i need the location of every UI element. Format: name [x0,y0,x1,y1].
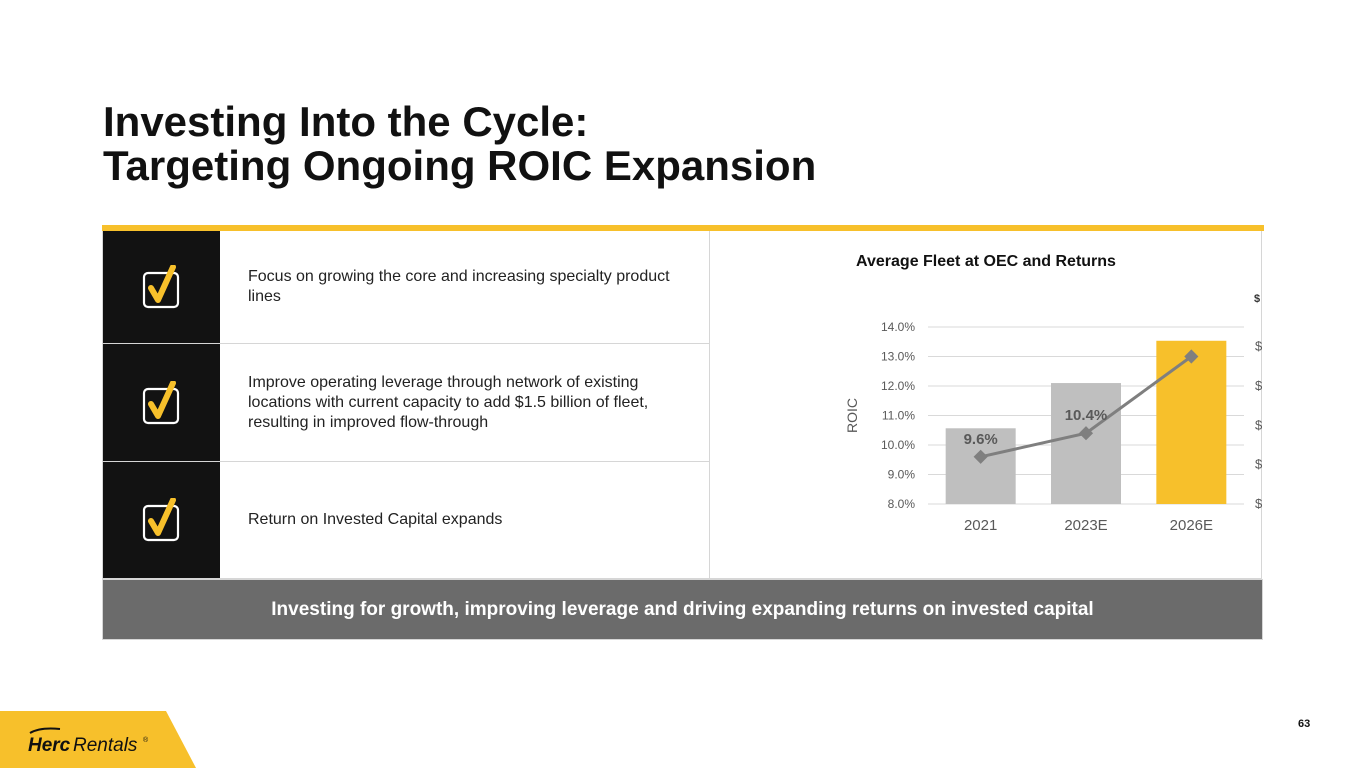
list-item-text: Focus on growing the core and increasing… [248,268,670,305]
x-tick-label: 2021 [964,517,997,534]
footer-banner: Investing for growth, improving leverage… [102,579,1263,640]
x-tick-label: 2023E [1064,517,1107,534]
logo-text-herc: Herc [28,735,71,756]
divider [709,231,710,578]
list-item: Return on Invested Capital expands [103,462,709,578]
accent-bar [102,225,1264,231]
checkbox-check-icon [103,231,220,343]
y-tick-right: $2,000 [1255,457,1262,472]
chart-bar [1051,383,1121,504]
chart-bar [1156,340,1227,504]
chart-bar [945,428,1016,504]
y-tick-left: 13.0% [881,350,915,364]
y-tick-left: 14.0% [881,320,915,334]
list-item-text: Return on Invested Capital expands [248,511,503,528]
y-tick-right: $4,000 [1255,417,1262,432]
y-tick-left: 12.0% [881,379,915,393]
y-tick-left: 9.0% [888,468,916,482]
y-tick-right: $6,000 [1255,378,1262,393]
y-axis-label-left: ROIC [844,398,860,433]
page-title: Investing Into the Cycle: [103,98,589,145]
list-item: Improve operating leverage through netwo… [103,344,709,462]
content-panel: Focus on growing the core and increasing… [102,231,1335,579]
page-number: 63 [1298,718,1311,730]
roic-data-label: 10.4% [1065,407,1108,424]
logo-text-rentals: Rentals [73,735,138,756]
y-tick-left: 11.0% [882,409,915,423]
logo-registered-mark: ® [143,736,149,744]
list-item: Focus on growing the core and increasing… [103,231,709,344]
roic-data-label: 9.6% [964,431,998,448]
x-tick-label: 2026E [1170,517,1213,534]
chart-unit-note: $ in billions [1254,293,1262,305]
y-tick-right: $8,000 [1255,339,1262,354]
chart: Average Fleet at OEC and Returns $ in bil… [844,253,1335,534]
y-tick-right: $0 [1255,496,1262,511]
herc-rentals-logo: Herc Rentals ® [0,711,200,773]
chart-container: Average Fleet at OEC and Returns $ in bil… [710,231,1335,578]
checkbox-check-icon [103,462,220,578]
checkbox-check-icon [103,344,220,461]
y-tick-left: 8.0% [888,497,916,511]
y-tick-left: 10.0% [881,438,915,452]
chart-title: Average Fleet at OEC and Returns [856,253,1116,270]
page-subtitle: Targeting Ongoing ROIC Expansion [103,142,817,189]
list-item-text: Improve operating leverage through netwo… [248,373,649,431]
roic-point [1078,426,1094,441]
